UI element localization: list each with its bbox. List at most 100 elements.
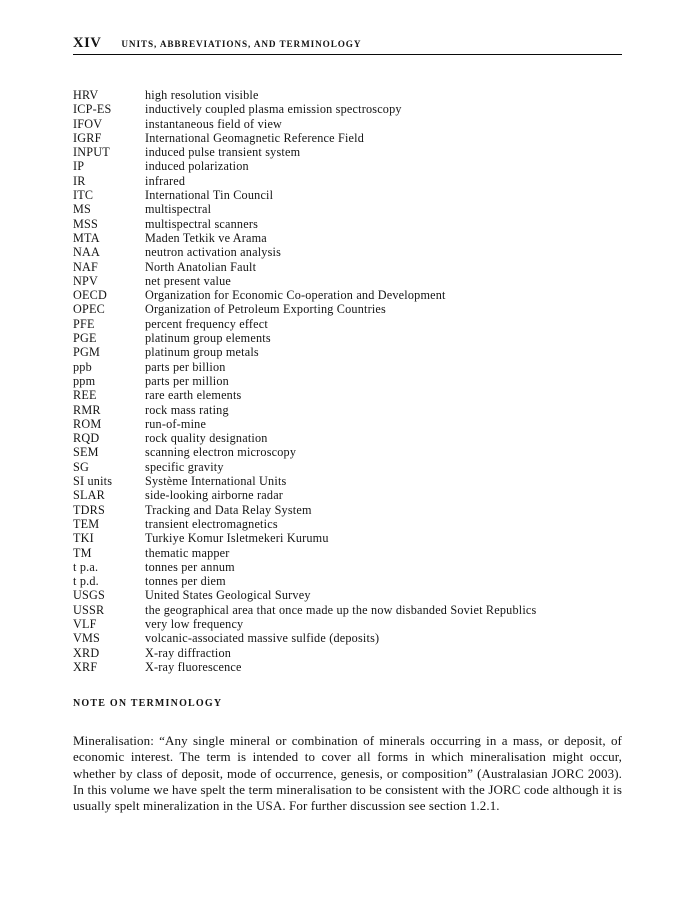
abbreviation-row: SLAR side-looking airborne radar xyxy=(73,488,622,502)
abbreviation-row: SI units Système International Units xyxy=(73,474,622,488)
abbreviation-definition: the geographical area that once made up … xyxy=(145,602,537,617)
abbreviation-definition: parts per billion xyxy=(145,359,226,374)
abbreviation-definition: net present value xyxy=(145,273,231,288)
abbreviation-term: NAF xyxy=(73,259,98,274)
abbreviation-row: MSS multispectral scanners xyxy=(73,217,622,231)
note-paragraph: Mineralisation: “Any single mineral or c… xyxy=(73,733,622,814)
abbreviation-row: NAA neutron activation analysis xyxy=(73,245,622,259)
abbreviation-definition: rock quality designation xyxy=(145,431,268,446)
abbreviation-definition: Système International Units xyxy=(145,474,287,489)
abbreviation-row: ROM run-of-mine xyxy=(73,417,622,431)
abbreviation-definition: scanning electron microscopy xyxy=(145,445,297,460)
abbreviation-term: IFOV xyxy=(73,116,103,131)
abbreviation-row: TDRS Tracking and Data Relay System xyxy=(73,503,622,517)
abbreviation-term: TDRS xyxy=(73,502,105,517)
abbreviation-definition: rock mass rating xyxy=(145,402,229,417)
abbreviation-definition: induced polarization xyxy=(145,159,249,174)
abbreviation-term: IP xyxy=(73,159,85,174)
abbreviation-row: IR infrared xyxy=(73,174,622,188)
abbreviation-definition: side-looking airborne radar xyxy=(145,488,284,503)
abbreviation-term: t p.d. xyxy=(73,574,99,589)
abbreviation-row: ppm parts per million xyxy=(73,374,622,388)
abbreviation-definition: platinum group elements xyxy=(145,331,271,346)
abbreviation-term: OPEC xyxy=(73,302,105,317)
abbreviation-term: TKI xyxy=(73,531,94,546)
abbreviation-term: MSS xyxy=(73,216,98,231)
abbreviation-term: MS xyxy=(73,202,92,217)
abbreviation-definition: International Geomagnetic Reference Fiel… xyxy=(145,130,365,145)
abbreviation-row: PFE percent frequency effect xyxy=(73,317,622,331)
abbreviation-term: TM xyxy=(73,545,92,560)
abbreviation-term: NAA xyxy=(73,245,101,260)
abbreviation-row: XRF X-ray fluorescence xyxy=(73,660,622,674)
abbreviation-definition: X-ray diffraction xyxy=(145,645,232,660)
abbreviation-definition: Turkiye Komur Isletmekeri Kurumu xyxy=(145,531,329,546)
abbreviation-definition: multispectral xyxy=(145,202,212,217)
abbreviation-row: VLF very low frequency xyxy=(73,617,622,631)
abbreviation-term: SI units xyxy=(73,474,113,489)
abbreviation-row: OECD Organization for Economic Co-operati… xyxy=(73,288,622,302)
abbreviation-row: HRV high resolution visible xyxy=(73,88,622,102)
abbreviation-definition: instantaneous field of view xyxy=(145,116,283,131)
abbreviation-row: ppb parts per billion xyxy=(73,360,622,374)
page-number: XIV xyxy=(73,35,102,51)
abbreviation-definition: tonnes per annum xyxy=(145,559,235,574)
abbreviation-term: ROM xyxy=(73,416,102,431)
abbreviation-row: PGM platinum group metals xyxy=(73,345,622,359)
abbreviation-row: TM thematic mapper xyxy=(73,546,622,560)
abbreviation-term: ppb xyxy=(73,359,92,374)
abbreviation-term: RQD xyxy=(73,431,100,446)
abbreviation-definition: parts per million xyxy=(145,373,229,388)
abbreviation-term: TEM xyxy=(73,516,100,531)
abbreviation-term: INPUT xyxy=(73,145,110,160)
abbreviation-definition: induced pulse transient system xyxy=(145,145,301,160)
abbreviation-row: NAF North Anatolian Fault xyxy=(73,260,622,274)
abbreviation-row: RQD rock quality designation xyxy=(73,431,622,445)
abbreviation-term: SLAR xyxy=(73,488,105,503)
abbreviation-term: OECD xyxy=(73,288,107,303)
abbreviation-row: TKI Turkiye Komur Isletmekeri Kurumu xyxy=(73,531,622,545)
abbreviation-term: VLF xyxy=(73,616,97,631)
abbreviation-row: XRD X-ray diffraction xyxy=(73,646,622,660)
abbreviation-definition: X-ray fluorescence xyxy=(145,659,242,674)
abbreviation-row: MTA Maden Tetkik ve Arama xyxy=(73,231,622,245)
abbreviation-term: SEM xyxy=(73,445,99,460)
abbreviation-term: IR xyxy=(73,173,86,188)
abbreviation-definition: percent frequency effect xyxy=(145,316,268,331)
abbreviation-definition: Maden Tetkik ve Arama xyxy=(145,230,267,245)
note-heading: NOTE ON TERMINOLOGY xyxy=(73,698,223,709)
abbreviation-definition: transient electromagnetics xyxy=(145,516,278,531)
abbreviation-row: IP induced polarization xyxy=(73,159,622,173)
abbreviation-definition: run-of-mine xyxy=(145,416,207,431)
abbreviation-definition: Tracking and Data Relay System xyxy=(145,502,312,517)
abbreviation-definition: United States Geological Survey xyxy=(145,588,311,603)
abbreviation-definition: specific gravity xyxy=(145,459,224,474)
abbreviation-term: HRV xyxy=(73,88,99,102)
abbreviation-definition: Organization of Petroleum Exporting Coun… xyxy=(145,302,386,317)
abbreviation-row: INPUT induced pulse transient system xyxy=(73,145,622,159)
abbreviation-term: VMS xyxy=(73,631,101,646)
abbreviation-term: XRF xyxy=(73,659,98,674)
abbreviation-row: t p.a. tonnes per annum xyxy=(73,560,622,574)
abbreviation-term: ITC xyxy=(73,188,94,203)
abbreviation-row: REE rare earth elements xyxy=(73,388,622,402)
abbreviation-row: TEM transient electromagnetics xyxy=(73,517,622,531)
abbreviation-definition: infrared xyxy=(145,173,186,188)
page-header: XIV UNITS, ABBREVIATIONS, AND TERMINOLOG… xyxy=(73,35,622,52)
abbreviation-definition: multispectral scanners xyxy=(145,216,259,231)
abbreviation-row: MS multispectral xyxy=(73,202,622,216)
abbreviation-term: XRD xyxy=(73,645,100,660)
abbreviation-definition: very low frequency xyxy=(145,616,244,631)
abbreviation-row: PGE platinum group elements xyxy=(73,331,622,345)
abbreviation-definition: neutron activation analysis xyxy=(145,245,282,260)
abbreviation-row: IGRF International Geomagnetic Reference … xyxy=(73,131,622,145)
abbreviation-row: USSR the geographical area that once made… xyxy=(73,603,622,617)
abbreviation-term: PFE xyxy=(73,316,95,331)
abbreviation-term: t p.a. xyxy=(73,559,99,574)
abbreviation-term: USSR xyxy=(73,602,105,617)
abbreviation-definition: inductively coupled plasma emission spec… xyxy=(145,102,402,117)
abbreviation-definition: platinum group metals xyxy=(145,345,259,360)
abbreviation-definition: high resolution visible xyxy=(145,88,259,102)
abbreviation-definition: tonnes per diem xyxy=(145,574,226,589)
